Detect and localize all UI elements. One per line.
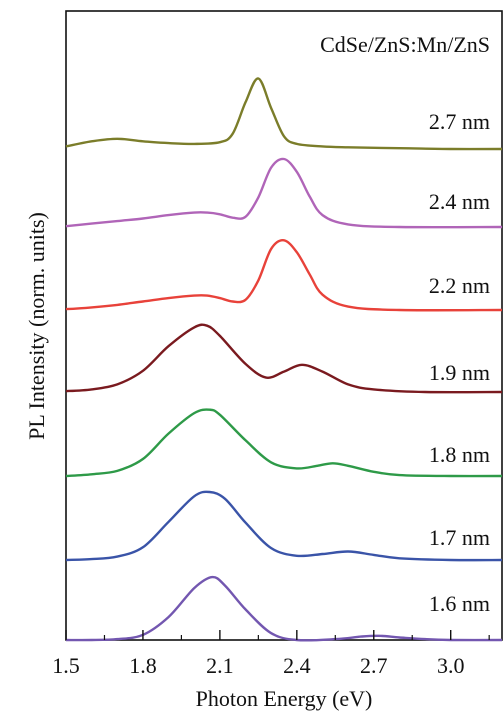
spectrum-line-2p4-nm <box>65 157 503 229</box>
x-tick-label: 1.5 <box>52 653 80 678</box>
series-label: 2.4 nm <box>429 189 490 214</box>
x-axis-ticks: 1.5 1.8 2.1 2.4 2.7 3.0 <box>52 630 490 678</box>
series-labels: 2.7 nm 2.4 nm 2.2 nm 1.9 nm 1.8 nm 1.7 nm 1.6 … <box>429 109 490 616</box>
series-label: 2.7 nm <box>429 109 490 134</box>
series-label: 1.9 nm <box>429 360 490 385</box>
sample-annotation: CdSe/ZnS:Mn/ZnS <box>320 32 490 57</box>
plot-frame <box>65 10 503 641</box>
spectrum-line-1p6-nm <box>65 575 503 642</box>
series-label: 1.6 nm <box>429 591 490 616</box>
spectra-series <box>65 77 503 642</box>
spectrum-line-2p2-nm <box>65 239 503 312</box>
spectrum-line-1p7-nm <box>65 490 503 562</box>
series-label: 1.7 nm <box>429 525 490 550</box>
y-axis-label: PL Intensity (norm. units) <box>24 212 49 440</box>
series-label: 1.8 nm <box>429 442 490 467</box>
series-label: 2.2 nm <box>429 273 490 298</box>
spectrum-line-2p7-nm <box>65 77 503 151</box>
spectrum-line-1p8-nm <box>65 408 503 478</box>
x-tick-label: 2.7 <box>360 653 388 678</box>
x-axis-label: Photon Energy (eV) <box>196 686 373 711</box>
x-tick-label: 3.0 <box>437 653 465 678</box>
x-tick-label: 1.8 <box>129 653 157 678</box>
spectrum-line-1p9-nm <box>65 323 503 394</box>
x-tick-label: 2.4 <box>283 653 311 678</box>
x-tick-label: 2.1 <box>206 653 234 678</box>
